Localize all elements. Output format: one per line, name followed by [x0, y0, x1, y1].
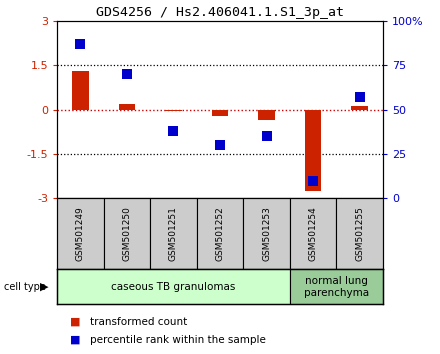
Text: GSM501254: GSM501254 — [308, 206, 318, 261]
Text: transformed count: transformed count — [90, 317, 187, 327]
Point — [124, 72, 131, 77]
Text: GSM501253: GSM501253 — [262, 206, 271, 261]
Bar — [150, 198, 197, 269]
Bar — [243, 198, 290, 269]
Bar — [197, 198, 243, 269]
Point — [216, 142, 224, 148]
Bar — [290, 198, 336, 269]
Text: ▶: ▶ — [40, 282, 48, 292]
Point — [170, 128, 177, 134]
Bar — [305, 110, 321, 191]
Bar — [290, 269, 383, 304]
Text: normal lung
parenchyma: normal lung parenchyma — [304, 276, 369, 298]
Bar — [72, 72, 88, 110]
Text: GSM501252: GSM501252 — [216, 206, 224, 261]
Bar — [165, 110, 182, 111]
Text: percentile rank within the sample: percentile rank within the sample — [90, 335, 266, 345]
Bar — [104, 198, 150, 269]
Point — [309, 178, 316, 183]
Text: GSM501250: GSM501250 — [122, 206, 132, 261]
Text: GSM501255: GSM501255 — [355, 206, 364, 261]
Bar — [212, 110, 228, 116]
Text: caseous TB granulomas: caseous TB granulomas — [111, 282, 236, 292]
Bar — [57, 269, 290, 304]
Bar — [336, 198, 383, 269]
Point — [77, 41, 84, 47]
Bar — [258, 110, 275, 120]
Text: cell type: cell type — [4, 282, 46, 292]
Point — [263, 133, 270, 139]
Text: ■: ■ — [70, 317, 81, 327]
Text: GSM501249: GSM501249 — [76, 206, 85, 261]
Bar — [119, 104, 135, 110]
Text: GSM501251: GSM501251 — [169, 206, 178, 261]
Bar — [352, 106, 368, 110]
Title: GDS4256 / Hs2.406041.1.S1_3p_at: GDS4256 / Hs2.406041.1.S1_3p_at — [96, 6, 344, 19]
Point — [356, 95, 363, 100]
Bar — [57, 198, 104, 269]
Text: ■: ■ — [70, 335, 81, 345]
